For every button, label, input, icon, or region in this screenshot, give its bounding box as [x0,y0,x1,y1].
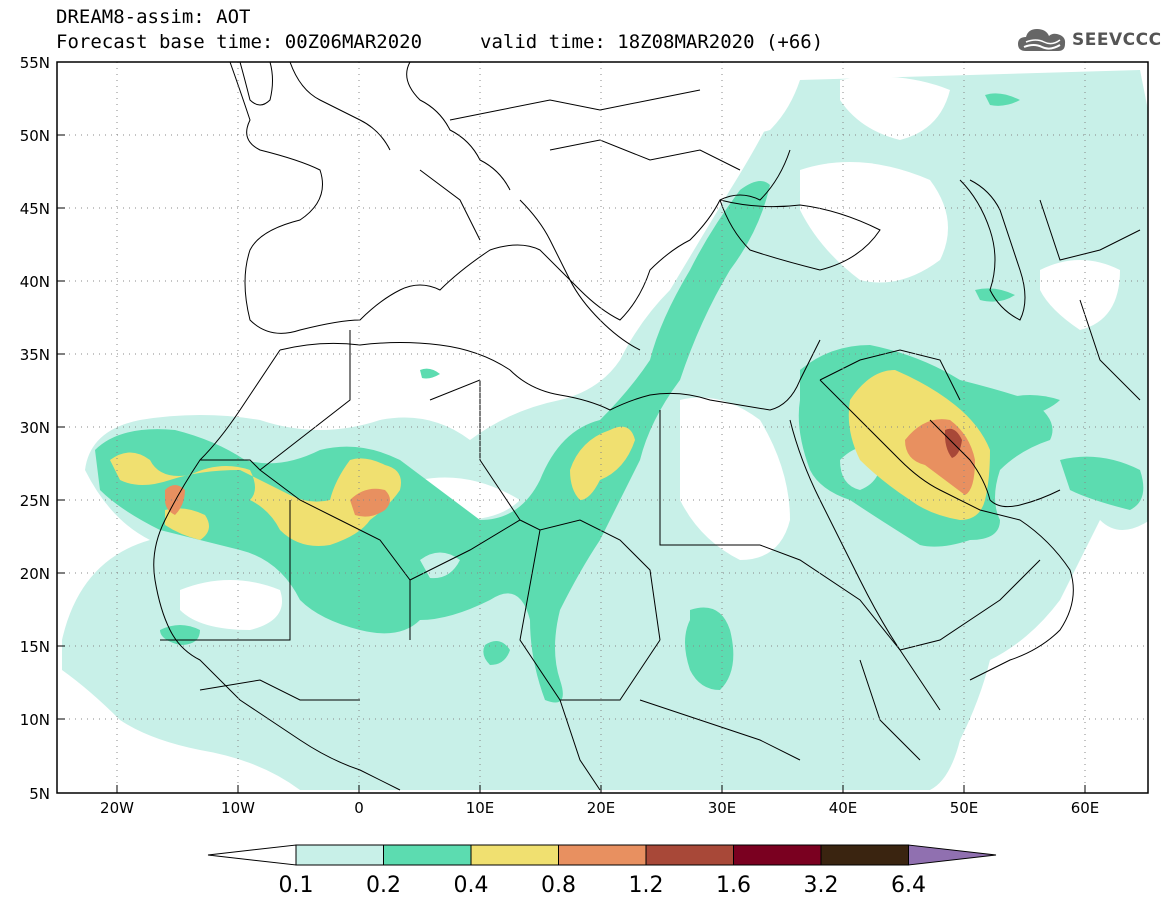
lon-tick-label: 10W [221,799,255,817]
lat-tick-label: 15N [20,638,50,656]
tick-marks [57,61,1086,794]
lon-tick-label: 20E [587,799,616,817]
aot-clear-areas [60,62,1120,790]
lon-tick-label: 10E [466,799,495,817]
colorbar-label: 0.2 [366,873,401,898]
colorbar-label: 3.2 [804,873,839,898]
colorbar: 0.1 0.2 0.4 0.8 1.2 1.6 3.2 6.4 [207,844,997,898]
lon-tick-label: 60E [1071,799,1100,817]
colorbar-label: 6.4 [891,873,926,898]
aot-field [60,62,1148,790]
lat-tick-label: 5N [29,785,50,803]
lat-tick-label: 50N [20,127,50,145]
lat-tick-label: 40N [20,273,50,291]
colorbar-swatch [820,844,909,866]
colorbar-label: 0.4 [454,873,489,898]
lon-tick-label: 20W [100,799,134,817]
valid-time: valid time: 18Z08MAR2020 (+66) [480,31,824,53]
lon-tick-label: 0 [354,799,364,817]
colorbar-label: 1.6 [716,873,751,898]
colorbar-swatch [558,844,647,866]
lat-tick-label: 20N [20,565,50,583]
colorbar-swatch [470,844,559,866]
lat-tick-label: 30N [20,419,50,437]
lat-tick-label: 35N [20,346,50,364]
lon-tick-label: 40E [829,799,858,817]
logo-text: SEEVCCC [1072,30,1162,50]
coastlines-and-borders [153,62,1141,791]
forecast-base-time: Forecast base time: 00Z06MAR2020 [56,31,423,53]
colorbar-label: 0.1 [279,873,314,898]
lat-tick-label: 45N [20,200,50,218]
lon-tick-label: 50E [950,799,979,817]
product-title: DREAM8-assim: AOT [56,6,251,28]
lon-tick-label: 30E [708,799,737,817]
colorbar-label: 1.2 [629,873,664,898]
seevccc-logo: SEEVCCC [1016,24,1162,56]
lat-tick-label: 10N [20,711,50,729]
lon-labels: 20W 10W 0 10E 20E 30E 40E 50E 60E [100,799,1099,817]
cloud-icon [1018,29,1066,51]
lat-tick-label: 25N [20,492,50,510]
colorbar-swatch [733,844,822,866]
colorbar-under-triangle [207,844,297,866]
colorbar-swatch [295,844,384,866]
lat-tick-label: 55N [20,54,50,72]
colorbar-swatch [645,844,734,866]
colorbar-label: 0.8 [541,873,576,898]
colorbar-over-triangle [908,844,997,866]
lat-labels: 55N 50N 45N 40N 35N 30N 25N 20N 15N 10N … [20,54,50,803]
colorbar-swatch [383,844,472,866]
